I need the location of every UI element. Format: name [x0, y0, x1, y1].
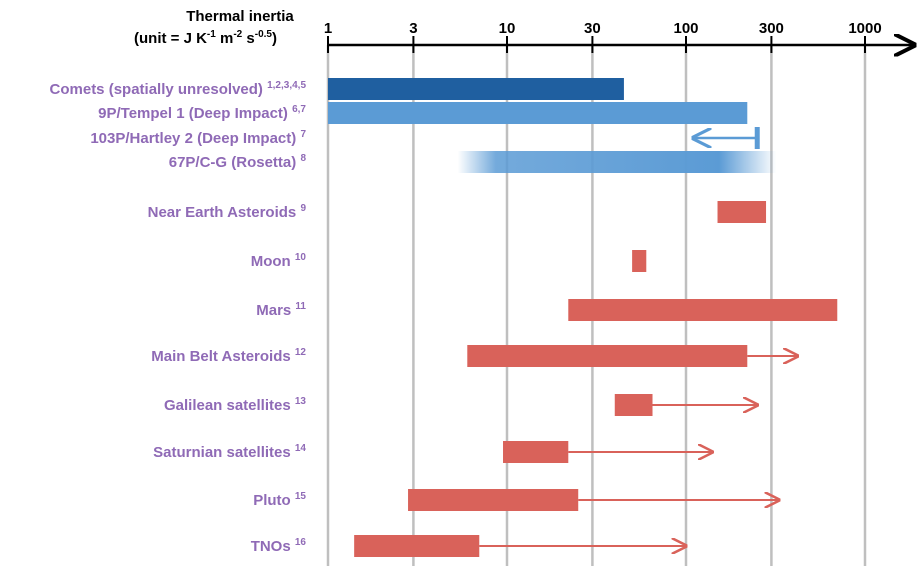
row-label: Galilean satellites 13: [164, 396, 306, 414]
row-3: 67P/C-G (Rosetta) 8: [169, 151, 777, 173]
row-9: Saturnian satellites 14: [153, 441, 712, 463]
axis-title: Thermal inertia (unit = J K-1 m-2 s-0.5): [134, 8, 294, 47]
chart-rows: Comets (spatially unresolved) 1,2,3,4,5 9…: [50, 78, 838, 557]
row-2: 103P/Hartley 2 (Deep Impact) 7: [90, 127, 760, 149]
tick-label-30: 30: [584, 20, 601, 37]
range-bar: [354, 535, 480, 557]
row-label: 103P/Hartley 2 (Deep Impact) 7: [90, 129, 306, 147]
row-label: Moon 10: [251, 252, 307, 270]
row-8: Galilean satellites 13: [164, 394, 757, 416]
range-bar: [632, 250, 647, 272]
axis-title-line1: Thermal inertia: [186, 8, 294, 25]
range-bar: [328, 78, 624, 100]
range-bar: [717, 201, 767, 223]
row-label: Main Belt Asteroids 12: [151, 347, 306, 365]
axis-title-line2: (unit = J K-1 m-2 s-0.5): [134, 29, 277, 47]
tick-label-10: 10: [499, 20, 516, 37]
range-bar: [457, 151, 777, 173]
range-bar: [614, 394, 653, 416]
range-bar: [467, 345, 748, 367]
axis: 1 3 10 30 100 300 1000: [324, 20, 914, 53]
row-5: Moon 10: [251, 250, 647, 272]
row-10: Pluto 15: [253, 489, 779, 511]
row-11: TNOs 16: [251, 535, 686, 557]
range-bar: [568, 299, 838, 321]
range-bar: [408, 489, 579, 511]
tick-label-3: 3: [409, 20, 417, 37]
row-7: Main Belt Asteroids 12: [151, 345, 797, 367]
row-6: Mars 11: [256, 299, 838, 321]
row-label: Near Earth Asteroids 9: [148, 203, 307, 221]
row-label: Saturnian satellites 14: [153, 443, 306, 461]
row-1: 9P/Tempel 1 (Deep Impact) 6,7: [98, 102, 748, 124]
range-bar: [328, 102, 748, 124]
row-label: Pluto 15: [253, 491, 306, 509]
row-label: 67P/C-G (Rosetta) 8: [169, 153, 307, 171]
row-0: Comets (spatially unresolved) 1,2,3,4,5: [50, 78, 624, 100]
tick-group: 1 3 10 30 100 300 1000: [324, 20, 882, 53]
row-label: Mars 11: [256, 301, 306, 319]
tick-label-1: 1: [324, 20, 332, 37]
range-bar: [503, 441, 569, 463]
tick-label-300: 300: [759, 20, 784, 37]
row-4: Near Earth Asteroids 9: [148, 201, 767, 223]
row-label: 9P/Tempel 1 (Deep Impact) 6,7: [98, 104, 306, 122]
row-label: TNOs 16: [251, 537, 307, 555]
row-label: Comets (spatially unresolved) 1,2,3,4,5: [50, 80, 307, 98]
tick-label-100: 100: [673, 20, 698, 37]
tick-label-1000: 1000: [848, 20, 881, 37]
